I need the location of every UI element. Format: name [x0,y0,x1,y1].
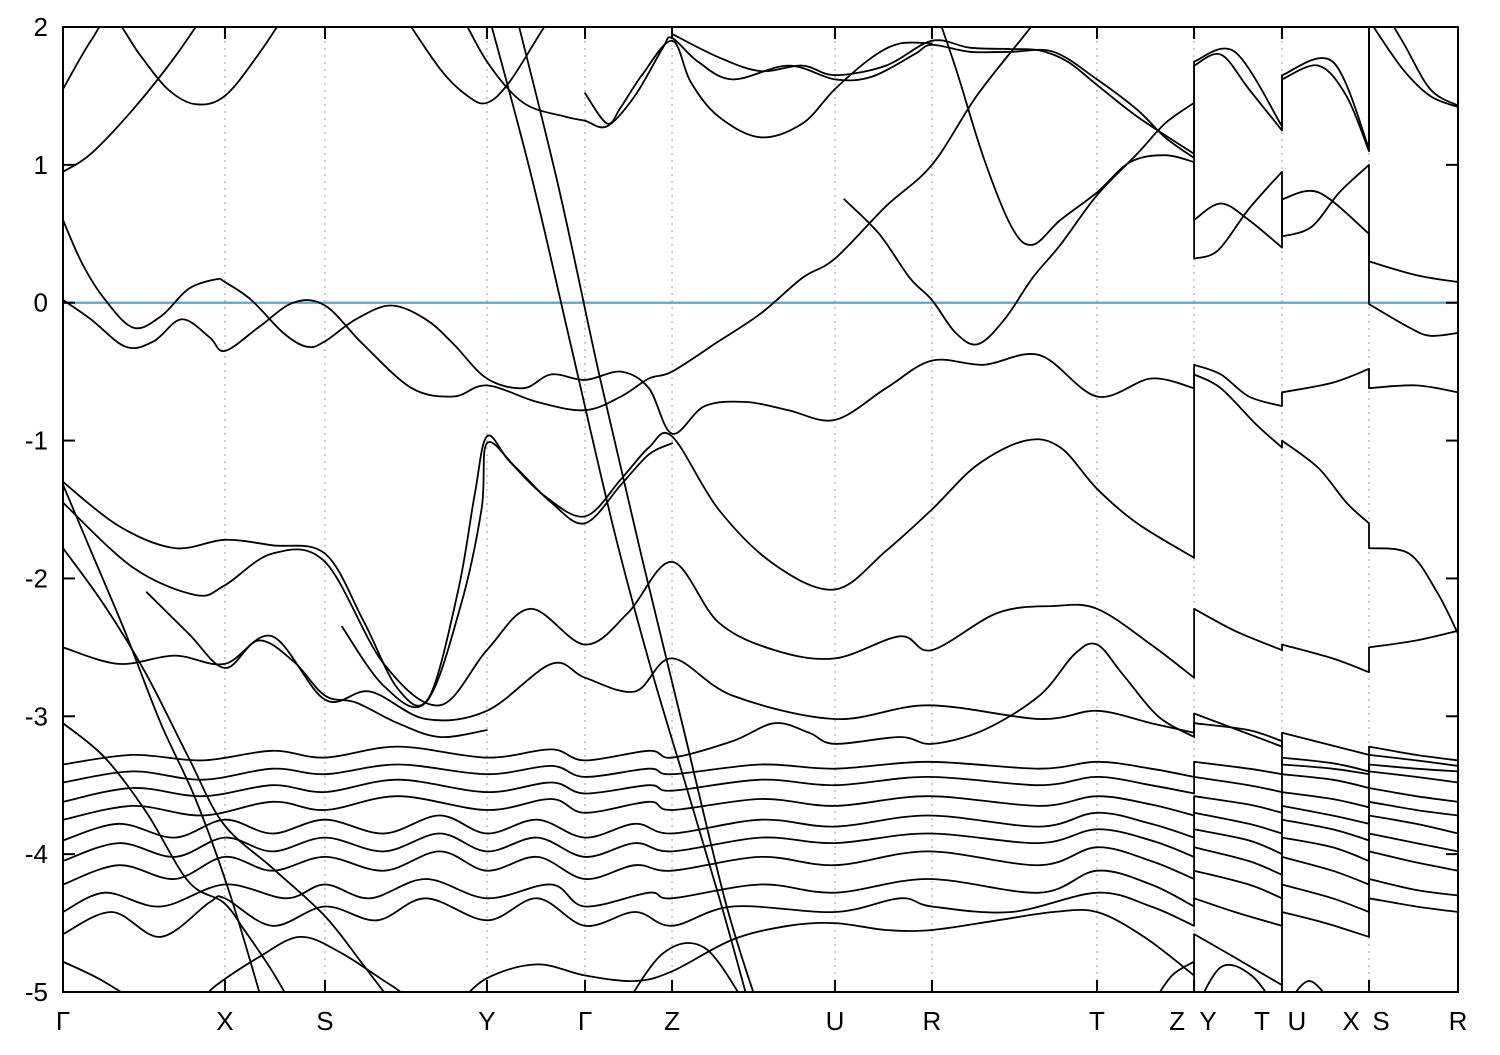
y-tick-label: 1 [34,150,48,180]
band-l10-line [63,642,1458,776]
band-m3-line [63,634,1458,762]
kpoint-label: X [1342,1006,1359,1036]
band-l7-line [63,787,1458,821]
band-m1-line [63,373,1458,707]
band-m5-line [518,27,755,992]
kpoint-label: T [1089,1006,1105,1036]
kpoint-label: Γ [56,1006,70,1036]
band-m2-line [63,501,1458,707]
kpoint-label: Z [664,1006,680,1036]
band-u3-line [466,27,1458,159]
band-u4-line [671,27,1458,155]
band-d6-line [1294,980,1325,992]
band-v1-line [145,591,488,738]
band-l6-line [63,800,1458,842]
kpoint-label: S [316,1006,333,1036]
band-l4-line [63,832,1458,886]
kpoint-label: Y [478,1006,495,1036]
band-u2-line [63,27,197,173]
band-u9-line [584,39,933,139]
band-d5-line [1203,963,1267,992]
band-l8-line [63,770,1458,803]
y-tick-label: -5 [25,977,48,1007]
kpoint-label: Γ [578,1006,592,1036]
band-d4-line [632,942,739,992]
band-l9-line [63,754,1458,784]
band-l5-line [63,814,1458,862]
kpoint-label: R [1449,1006,1468,1036]
band-l1-line [63,897,1458,992]
kpoint-label: U [826,1006,845,1036]
kpoint-label: S [1372,1006,1389,1036]
band-d3-line [63,722,286,992]
band-u1-line [63,27,279,106]
y-tick-label: 2 [34,12,48,42]
band-l2-line [63,878,1458,938]
kpoint-label: R [923,1006,942,1036]
y-tick-label: -4 [25,839,48,869]
kpoint-label: Z [1169,1006,1185,1036]
kpoint-label: X [216,1006,233,1036]
kpoint-label: U [1288,1006,1307,1036]
band-l3-line [63,850,1458,913]
band-d2-line [63,547,386,992]
kpoint-label: Y [1199,1006,1216,1036]
band-d7-line [1158,960,1195,992]
y-tick-label: -3 [25,701,48,731]
band-d1-line [63,483,261,992]
y-tick-label: 0 [34,288,48,318]
band-m1b-line [341,441,673,709]
band-u6-line [63,219,1458,435]
band-u7-line [63,27,1033,412]
kpoint-label: T [1254,1006,1270,1036]
y-tick-label: -2 [25,563,48,593]
band-u8-line [843,101,1458,346]
plot-border [62,26,1459,993]
y-tick-label: -1 [25,426,48,456]
